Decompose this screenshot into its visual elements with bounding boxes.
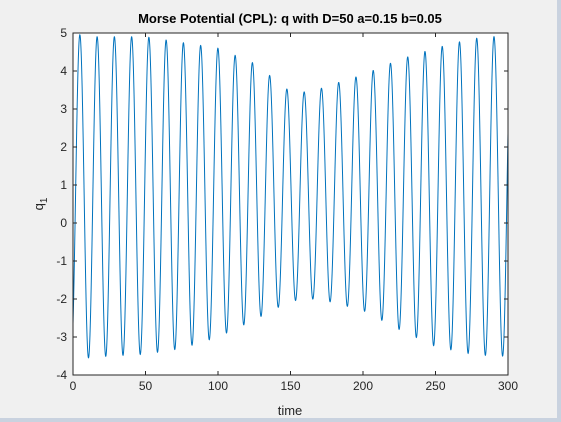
x-tick-label: 0: [70, 379, 77, 393]
x-axis-label: time: [278, 403, 303, 418]
series-layer: [72, 34, 509, 359]
x-tick-label: 200: [353, 379, 373, 393]
x-tick-label: 50: [139, 379, 153, 393]
y-axis-label: q1: [31, 197, 50, 210]
window-border-bottom: [0, 418, 561, 422]
y-tick-label: 0: [60, 216, 67, 230]
svg-text:q1: q1: [31, 197, 50, 210]
series-line-q1: [72, 34, 509, 359]
window-border-right: [557, 0, 561, 422]
ticks-layer: 0 50 100 150 200 250 300 -4 -3 -2 -1 0 1 2 3 4 5: [56, 26, 518, 393]
y-axis-label-base: q: [31, 203, 46, 210]
y-tick-label: 1: [60, 178, 67, 192]
y-tick-label: -1: [56, 254, 67, 268]
x-tick-label: 100: [208, 379, 228, 393]
y-tick-label: 3: [60, 102, 67, 116]
y-tick-label: 2: [60, 140, 67, 154]
y-tick-label: 5: [60, 26, 67, 40]
x-tick-label: 250: [425, 379, 445, 393]
chart-title: Morse Potential (CPL): q with D=50 a=0.1…: [138, 11, 442, 26]
y-tick-label: -2: [56, 292, 67, 306]
y-tick-label: 4: [60, 64, 67, 78]
y-axis-label-subscript: 1: [39, 197, 50, 203]
x-tick-label: 300: [498, 379, 518, 393]
y-tick-label: -3: [56, 330, 67, 344]
x-tick-label: 150: [280, 379, 300, 393]
y-tick-label: -4: [56, 368, 67, 382]
